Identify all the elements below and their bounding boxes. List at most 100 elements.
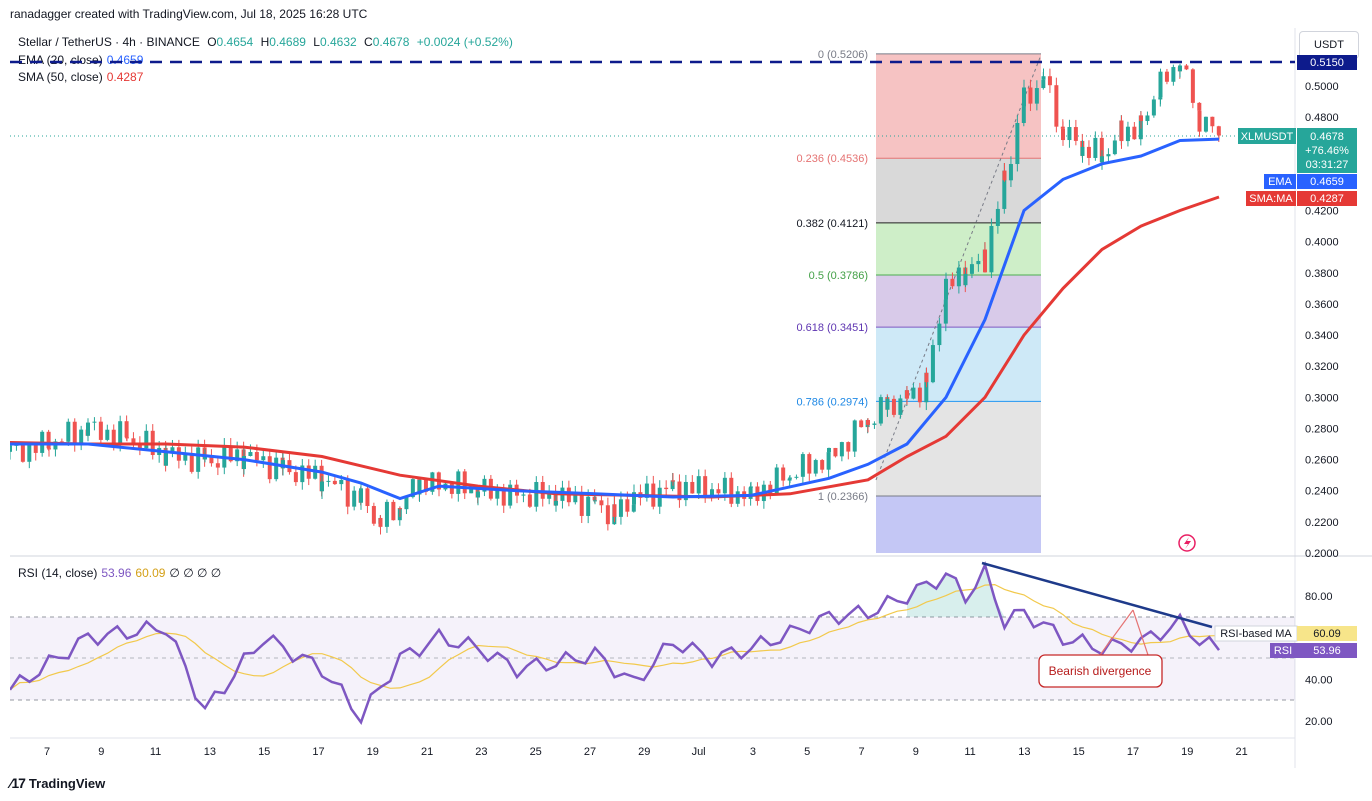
candle-body (332, 480, 337, 485)
ema-legend-value: 0.4659 (106, 53, 144, 67)
candle-body (905, 390, 909, 399)
bearish-divergence-trendline[interactable] (981, 561, 1213, 629)
candle-body (943, 299, 948, 324)
candle-body (768, 484, 773, 494)
last-price-change: +76.46% (1305, 145, 1349, 157)
candle-body (326, 480, 331, 482)
ohlc-c-label: C (364, 35, 373, 49)
candle-body (66, 421, 71, 442)
fib-extension-zone (876, 496, 1041, 553)
rsi-line[interactable] (10, 561, 1220, 725)
candle-body (1100, 156, 1104, 163)
candle-body (1151, 99, 1156, 116)
candle-body (462, 471, 467, 494)
ema-legend[interactable]: EMA (20, close) 0.4659 (18, 53, 143, 67)
price-tick-label: 0.2200 (1305, 517, 1339, 529)
candle-body (228, 445, 233, 462)
candle-body (1132, 126, 1137, 140)
rsi-ma-tag-value: 60.09 (1313, 628, 1341, 640)
time-tick-label: Jul (692, 746, 706, 758)
candle-body (248, 452, 253, 457)
candle-body (995, 208, 1000, 226)
candle-body (1093, 137, 1098, 158)
candle-body (872, 423, 877, 425)
candle-body (261, 456, 266, 461)
candle-body (391, 501, 396, 521)
rsi-legend-ma: 60.09 (135, 566, 166, 580)
last-price-tag: XLMUSDT 0.4678 +76.46% 03:31:27 (1238, 128, 1357, 173)
rsi-tag-value: 53.96 (1313, 645, 1341, 657)
alert-lightning-icon[interactable] (1178, 534, 1196, 552)
candle-body (1099, 137, 1104, 163)
candle-body (593, 500, 597, 502)
candle-body (1034, 88, 1039, 104)
candle-body (384, 501, 389, 527)
time-tick-label: 15 (258, 746, 270, 758)
candle-body (827, 447, 831, 453)
candle-body (826, 452, 831, 470)
time-tick-label: 25 (530, 746, 542, 758)
candle-body (79, 429, 84, 445)
candle-body (976, 260, 981, 265)
candle-body (521, 494, 526, 496)
candle-body (1021, 106, 1026, 124)
candle-body (1217, 134, 1221, 136)
candle-body (170, 447, 175, 452)
candle-body (1054, 85, 1059, 127)
fibonacci-retracement[interactable]: 0 (0.5206) 0.236 (0.4536) 0.382 (0.4121) 0.… (796, 49, 1042, 553)
candle-body (86, 422, 90, 436)
candle-body (833, 447, 838, 457)
candle-body (293, 472, 298, 483)
price-tick-label: 0.5000 (1305, 81, 1339, 93)
candle-body (300, 465, 305, 483)
time-tick-label: 19 (1181, 746, 1193, 758)
fib-trend-line (875, 54, 1042, 481)
candle-body (430, 472, 435, 492)
tradingview-brand: TradingView (28, 775, 106, 791)
candle-body (885, 398, 890, 410)
candle-body (618, 499, 623, 517)
candle-body (371, 506, 376, 524)
candle-body (27, 443, 32, 462)
time-tick-label: 17 (312, 746, 324, 758)
candle-body (956, 267, 961, 287)
candle-body (92, 421, 97, 423)
candle-body (677, 481, 682, 501)
rsi-axis[interactable]: 80.00 40.00 20.00 (1305, 591, 1333, 728)
candle-body (1164, 71, 1169, 82)
sma-legend[interactable]: SMA (50, close) 0.4287 (18, 70, 143, 84)
candle-body (274, 457, 279, 480)
candle-body (1119, 120, 1124, 142)
rsi-legend[interactable]: RSI (14, close) 53.96 60.09 ∅ ∅ ∅ ∅ (18, 566, 221, 580)
bearish-divergence-callout[interactable]: Bearish divergence (1038, 609, 1163, 688)
symbol-line[interactable]: Stellar / TetherUS · 4h · BINANCE (18, 35, 200, 49)
ema-20-line[interactable] (10, 137, 1220, 501)
price-tick-label: 0.3800 (1305, 268, 1339, 280)
candle-body (242, 456, 246, 470)
time-tick-label: 29 (638, 746, 650, 758)
candle-body (924, 372, 929, 383)
sma-50-line[interactable] (10, 195, 1220, 499)
candle-body (749, 486, 753, 488)
tradingview-logo[interactable]: ⁄17 TradingView (10, 775, 105, 791)
price-axis[interactable]: 0.50000.48000.44000.42000.40000.38000.36… (1305, 81, 1339, 560)
sma-price-tag: SMA:MA 0.4287 (1246, 191, 1357, 206)
resistance-price-label: 0.5150 (1310, 57, 1344, 69)
candle-body (866, 419, 870, 425)
candle-body (644, 483, 649, 498)
price-tick-label: 0.3600 (1305, 299, 1339, 311)
candle-body (625, 499, 630, 512)
candle-body (404, 497, 409, 510)
rsi-ma-line[interactable] (10, 583, 1220, 691)
rsi-legend-label: RSI (14, close) (18, 566, 98, 580)
time-axis[interactable]: 7 9 11 13 15 17 19 21 23 25 27 29 Jul 3 5 7 9 11 13 15 17 19 2… (44, 746, 1248, 758)
ohlc-h-label: H (260, 35, 270, 49)
candle-body (320, 481, 324, 492)
ohlc-o: 0.4654 (216, 35, 254, 49)
candle-body (410, 479, 415, 498)
rsi-ma-tag: RSI-based MA 60.09 (1214, 625, 1357, 642)
tradingview-mark-icon: ⁄17 (10, 775, 26, 791)
candle-body (839, 442, 844, 457)
candle-body (476, 491, 480, 498)
candle-body (501, 488, 506, 506)
